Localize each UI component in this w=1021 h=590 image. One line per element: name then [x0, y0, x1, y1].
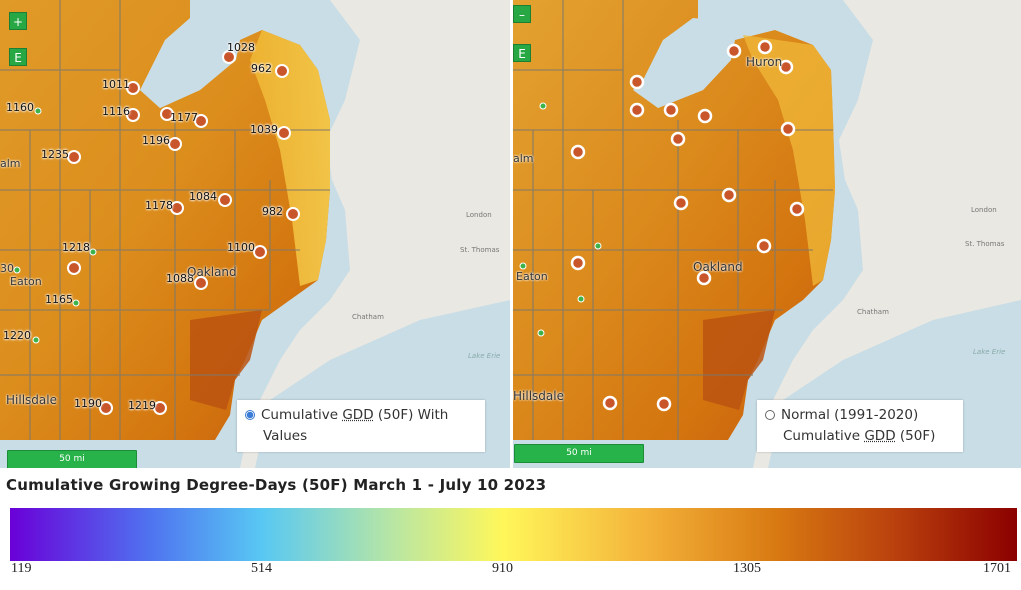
layers-button[interactable]: E — [9, 48, 27, 66]
gdd-value-label: 1039 — [250, 123, 278, 136]
zoom-in-button[interactable]: + — [9, 12, 27, 30]
gdd-value-label: 1011 — [102, 78, 130, 91]
place-label-eaton: Eaton — [10, 275, 42, 288]
place-label-london: London — [466, 211, 492, 219]
gdd-value-label: 1116 — [102, 105, 130, 118]
place-label-huron: Huron — [746, 55, 783, 69]
legend-tick-label: 514 — [251, 561, 272, 576]
place-label-partial: 30 — [0, 262, 14, 275]
place-label-chatham: Chatham — [352, 313, 384, 321]
place-label-oakland: Oakland — [693, 260, 743, 274]
scale-bar: 50 mi — [7, 450, 137, 468]
radio-selected-icon[interactable] — [245, 410, 255, 420]
legend-title: Cumulative Growing Degree-Days (50F) Mar… — [6, 476, 547, 494]
left-stations — [13, 50, 300, 415]
gdd-value-label: 1190 — [74, 397, 102, 410]
scale-bar: 50 mi — [514, 444, 644, 463]
gdd-value-label: 1177 — [170, 111, 198, 124]
gdd-value-label: 1218 — [62, 241, 90, 254]
layer-option-normal[interactable]: Normal (1991-2020) Cumulative GDD (50F) — [757, 400, 963, 452]
gdd-value-label: 1196 — [142, 134, 170, 147]
place-label-st-thomas: St. Thomas — [460, 246, 500, 254]
left-map-panel[interactable]: + E 1028 962 1011 1160 1116 1177 1039 11… — [0, 0, 510, 468]
gdd-value-label: 962 — [251, 62, 272, 75]
gdd-value-label: 1160 — [6, 101, 34, 114]
legend-tick-label: 1701 — [983, 561, 1011, 576]
layer-option-with-values[interactable]: Cumulative GDD (50F) With Values — [237, 400, 485, 452]
right-stations — [519, 39, 805, 412]
place-label-partial: alm — [0, 157, 21, 170]
place-label-lake-erie: Lake Erie — [973, 348, 1006, 356]
gdd-value-label: 1084 — [189, 190, 217, 203]
layer-option-line2: Values — [263, 428, 308, 444]
panel-divider — [510, 0, 513, 468]
place-label-hillsdale: Hillsdale — [6, 393, 57, 407]
place-label-partial: alm — [513, 152, 534, 165]
gdd-value-label: 1235 — [41, 148, 69, 161]
legend-tick-label: 1305 — [733, 561, 761, 576]
gdd-value-label: 1178 — [145, 199, 173, 212]
place-label-london: London — [971, 206, 997, 214]
zoom-out-button[interactable]: – — [513, 5, 531, 23]
place-label-lake-erie: Lake Erie — [468, 352, 501, 360]
radio-unselected-icon[interactable] — [765, 410, 775, 420]
gdd-value-label: 1219 — [128, 399, 156, 412]
layer-option-line1: Cumulative GDD (50F) With — [261, 407, 449, 423]
place-label-st-thomas: St. Thomas — [965, 240, 1005, 248]
gdd-value-label: 1220 — [3, 329, 31, 342]
gdd-value-label: 1165 — [45, 293, 73, 306]
place-label-chatham: Chatham — [857, 308, 889, 316]
gdd-value-label: 982 — [262, 205, 283, 218]
gdd-value-label: 1028 — [227, 41, 255, 54]
legend-tick-label: 119 — [11, 561, 32, 576]
right-map-panel[interactable]: – E Huron Oakland Eaton Hillsdale alm Lo… — [513, 0, 1021, 468]
place-label-hillsdale: Hillsdale — [513, 389, 564, 403]
place-label-eaton: Eaton — [516, 270, 548, 283]
legend-color-bar — [10, 508, 1017, 561]
legend-tick-label: 910 — [492, 561, 513, 576]
place-label-oakland: Oakland — [187, 265, 237, 279]
layer-option-line2: Cumulative GDD (50F) — [783, 428, 936, 444]
layers-button[interactable]: E — [513, 44, 531, 62]
gdd-value-label: 1100 — [227, 241, 255, 254]
right-map-canvas — [513, 0, 1021, 468]
layer-option-line1: Normal (1991-2020) — [781, 407, 919, 423]
gdd-value-label: 1088 — [166, 272, 194, 285]
